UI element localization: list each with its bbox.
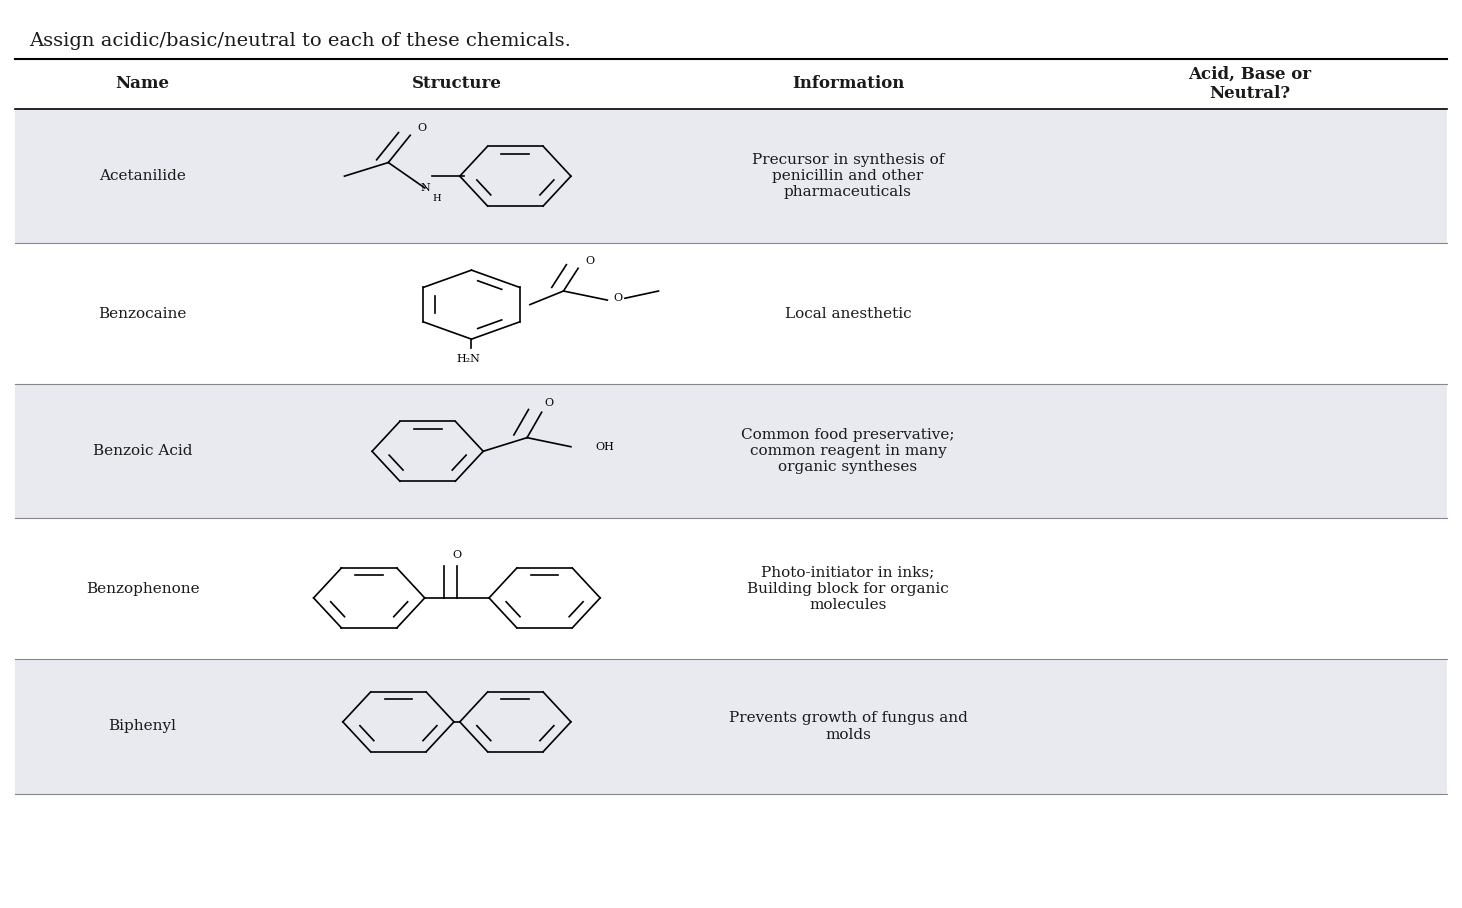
- Text: Precursor in synthesis of
penicillin and other
pharmaceuticals: Precursor in synthesis of penicillin and…: [751, 153, 944, 200]
- Text: O: O: [585, 256, 595, 266]
- Text: Acid, Base or
Neutral?: Acid, Base or Neutral?: [1189, 65, 1311, 103]
- Text: O: O: [452, 550, 462, 560]
- Text: OH: OH: [596, 441, 614, 452]
- Text: Assign acidic/basic/neutral to each of these chemicals.: Assign acidic/basic/neutral to each of t…: [29, 32, 572, 50]
- Text: Benzophenone: Benzophenone: [86, 582, 199, 596]
- Text: H₂N: H₂N: [456, 354, 481, 364]
- Text: Name: Name: [115, 75, 170, 93]
- Text: Local anesthetic: Local anesthetic: [785, 307, 911, 321]
- FancyBboxPatch shape: [15, 659, 1447, 794]
- Text: H: H: [433, 194, 442, 203]
- Text: O: O: [417, 123, 427, 133]
- Text: O: O: [544, 398, 554, 409]
- Text: O: O: [613, 293, 623, 303]
- Text: Biphenyl: Biphenyl: [108, 719, 177, 734]
- Text: Common food preservative;
common reagent in many
organic syntheses: Common food preservative; common reagent…: [741, 428, 955, 475]
- FancyBboxPatch shape: [15, 59, 1447, 109]
- FancyBboxPatch shape: [15, 384, 1447, 518]
- Text: Acetanilide: Acetanilide: [99, 169, 186, 183]
- Text: Prevents growth of fungus and
molds: Prevents growth of fungus and molds: [728, 711, 968, 742]
- Text: Information: Information: [792, 75, 904, 93]
- Text: Photo-initiator in inks;
Building block for organic
molecules: Photo-initiator in inks; Building block …: [747, 566, 949, 612]
- Text: Benzocaine: Benzocaine: [98, 307, 187, 321]
- Text: Benzoic Acid: Benzoic Acid: [92, 444, 193, 459]
- FancyBboxPatch shape: [15, 109, 1447, 243]
- FancyBboxPatch shape: [15, 243, 1447, 384]
- Text: N: N: [420, 183, 430, 193]
- Text: Structure: Structure: [412, 75, 501, 93]
- FancyBboxPatch shape: [15, 518, 1447, 659]
